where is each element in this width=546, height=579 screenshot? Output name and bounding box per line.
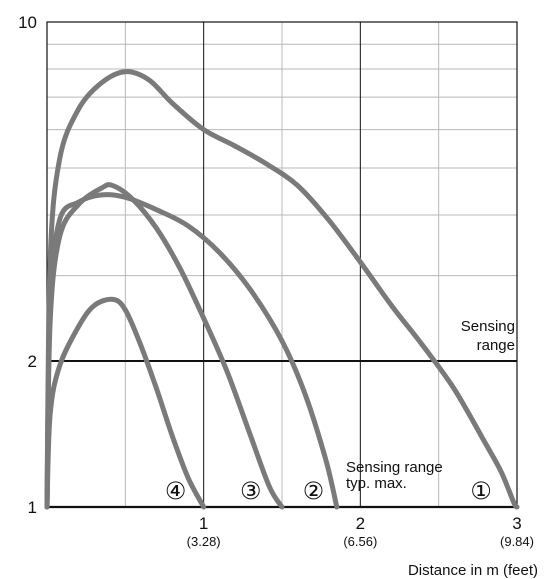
reference-line-label-line1: Sensing xyxy=(461,318,515,335)
y-tick-label: 1 xyxy=(28,498,37,517)
x-tick-sublabel: (3.28) xyxy=(187,534,221,549)
series-line-1 xyxy=(44,69,520,510)
x-tick-sublabel: (9.84) xyxy=(500,534,534,549)
curve-number-label: ① xyxy=(470,477,492,505)
curve-number-label: ② xyxy=(303,477,325,505)
y-tick-label: 2 xyxy=(28,352,37,371)
annotation-label-line2: typ. max. xyxy=(346,475,407,492)
series-line-3 xyxy=(44,182,285,510)
x-tick-sublabel: (6.56) xyxy=(343,534,377,549)
annotation-label-line1: Sensing range xyxy=(346,459,443,476)
y-tick-label: 10 xyxy=(18,13,37,32)
x-axis-title: Distance in m (feet) xyxy=(408,562,538,579)
labels-group: Sensing range Sensing range typ. max. Di… xyxy=(18,13,538,579)
series-group xyxy=(44,69,520,510)
x-tick-label: 2 xyxy=(356,514,365,533)
series-line-2 xyxy=(44,192,340,510)
x-tick-label: 3 xyxy=(512,514,521,533)
curve-number-label: ④ xyxy=(165,477,187,505)
x-tick-label: 1 xyxy=(199,514,208,533)
reference-line-label-line2: range xyxy=(477,337,515,354)
curve-number-label: ③ xyxy=(240,477,262,505)
series-line-4 xyxy=(44,296,207,510)
grid xyxy=(46,21,518,509)
